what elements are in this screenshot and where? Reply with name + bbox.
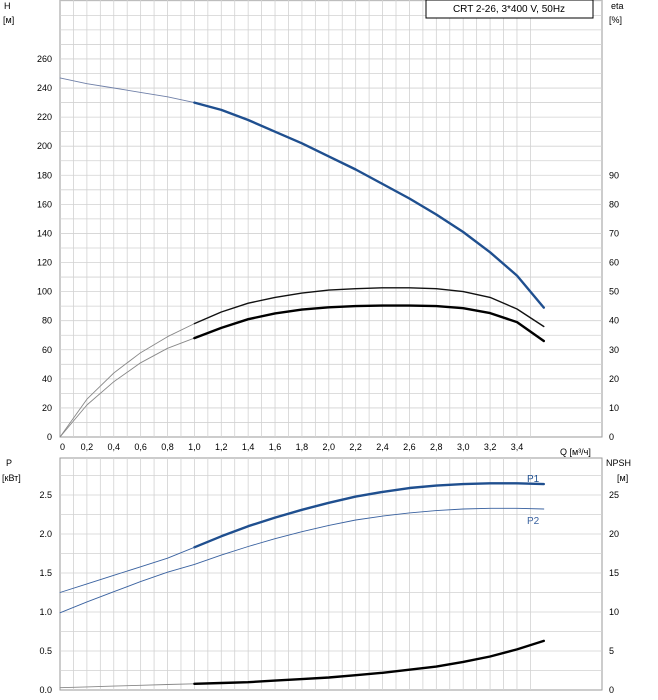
x-tick-label: 1,6 (269, 442, 282, 452)
y-right-unit-bottom: [м] (617, 473, 628, 483)
x-tick-label: 1,2 (215, 442, 228, 452)
top-y-left-tick: 100 (37, 287, 52, 297)
bottom-y-left-tick: 2.5 (39, 490, 52, 500)
x-tick-label: 3,2 (484, 442, 497, 452)
bottom-y-right-tick: 20 (609, 529, 619, 539)
top-y-right-tick: 30 (609, 345, 619, 355)
series-label-p2: P2 (527, 516, 540, 527)
y-left-label-top: H (4, 1, 11, 11)
top-y-left-tick: 200 (37, 141, 52, 151)
top-y-left-tick: 260 (37, 54, 52, 64)
top-y-right-tick: 50 (609, 287, 619, 297)
bottom-y-left-tick: 0.0 (39, 685, 52, 695)
bottom-panel-grid (59, 457, 603, 691)
x-tick-label: 0,2 (81, 442, 94, 452)
top-y-left-tick: 180 (37, 170, 52, 180)
bottom-panel-curves (59, 482, 545, 689)
bottom-y-left-tick: 1.0 (39, 607, 52, 617)
top-y-left-tick: 20 (42, 403, 52, 413)
bottom-y-left-tick: 0.5 (39, 646, 52, 656)
bottom-series-2-line (59, 507, 545, 614)
bottom-series-4-line (193, 639, 545, 685)
x-tick-label: 1,4 (242, 442, 255, 452)
x-tick-label: 2,8 (430, 442, 443, 452)
top-series-3-line (193, 287, 545, 328)
x-tick-label: 3,0 (457, 442, 470, 452)
top-y-right-tick: 90 (609, 170, 619, 180)
x-tick-label: 1,8 (296, 442, 309, 452)
x-tick-label: 2,0 (323, 442, 336, 452)
x-tick-label: 3,4 (511, 442, 524, 452)
x-tick-label: 0 (60, 442, 65, 452)
bottom-series-0-line (193, 482, 545, 549)
x-tick-label: 0,8 (161, 442, 174, 452)
top-y-left-tick: 0 (47, 432, 52, 442)
top-y-left-tick: 160 (37, 199, 52, 209)
top-y-right-tick: 70 (609, 228, 619, 238)
top-y-right-tick: 20 (609, 374, 619, 384)
bottom-y-left-tick: 2.0 (39, 529, 52, 539)
y-right-unit-top: [%] (609, 15, 622, 25)
top-y-left-tick: 80 (42, 316, 52, 326)
y-right-label-bottom: NPSH (606, 458, 631, 468)
x-tick-label: 0,4 (108, 442, 121, 452)
top-y-right-tick: 80 (609, 199, 619, 209)
y-left-unit-top: [м] (3, 15, 14, 25)
top-y-left-tick: 120 (37, 258, 52, 268)
bottom-y-right-tick: 10 (609, 607, 619, 617)
x-tick-label: 2,6 (403, 442, 416, 452)
top-y-right-tick: 0 (609, 432, 614, 442)
top-series-1-line (193, 101, 545, 309)
top-panel-grid (59, 0, 603, 438)
x-tick-label: 2,2 (349, 442, 362, 452)
x-tick-label: 1,0 (188, 442, 201, 452)
y-left-label-bottom: P (6, 458, 12, 468)
bottom-plot-frame (59, 457, 603, 691)
x-tick-label: 2,4 (376, 442, 389, 452)
top-series-5-line (193, 304, 545, 343)
top-series-2-line (59, 323, 195, 438)
series-label-p1: P1 (527, 474, 540, 485)
bottom-series-1-line (59, 546, 195, 593)
top-y-right-tick: 60 (609, 258, 619, 268)
top-series-0-line (59, 77, 195, 104)
top-y-left-tick: 40 (42, 374, 52, 384)
bottom-y-right-tick: 25 (609, 490, 619, 500)
bottom-y-left-tick: 1.5 (39, 568, 52, 578)
top-y-left-tick: 60 (42, 345, 52, 355)
top-y-left-tick: 240 (37, 83, 52, 93)
top-y-right-tick: 40 (609, 316, 619, 326)
top-y-left-tick: 220 (37, 112, 52, 122)
bottom-y-right-tick: 0 (609, 685, 614, 695)
x-tick-label: 0,6 (134, 442, 147, 452)
tick-labels: 0204060801001201401601802002202402600102… (37, 54, 619, 695)
top-y-left-tick: 140 (37, 228, 52, 238)
chart-title: CRT 2-26, 3*400 V, 50Hz (453, 4, 565, 15)
y-left-unit-bottom: [кВт] (2, 473, 21, 483)
y-right-label-top: eta (611, 1, 624, 11)
x-axis-label: Q [м³/ч] (560, 447, 591, 457)
top-panel-curves (59, 77, 545, 438)
top-series-4-line (59, 337, 195, 438)
bottom-series-3-line (59, 683, 195, 689)
bottom-y-right-tick: 5 (609, 646, 614, 656)
bottom-y-right-tick: 15 (609, 568, 619, 578)
title-box (425, 0, 594, 19)
top-y-right-tick: 10 (609, 403, 619, 413)
